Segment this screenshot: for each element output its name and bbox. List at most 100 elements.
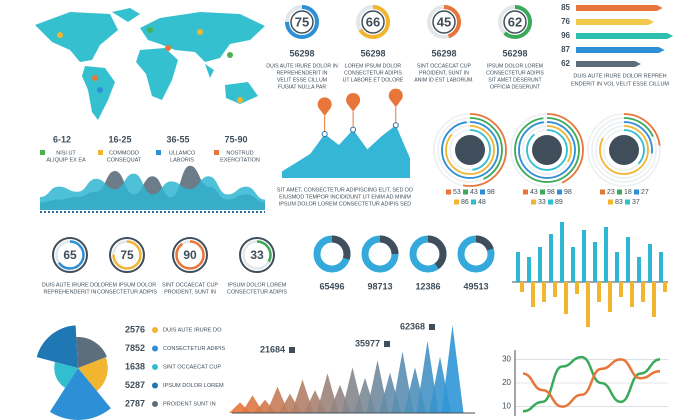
donut-value: 75	[295, 14, 309, 29]
hbar-label: 87	[561, 45, 570, 54]
donut-text: SIT AMET DESERUNT	[488, 77, 542, 83]
ring-legend-swatch	[540, 189, 545, 195]
bar-down	[630, 282, 634, 307]
ring-arc	[514, 117, 580, 183]
ring-value: 55	[539, 142, 556, 159]
seg-number: 98713	[367, 281, 392, 291]
donut-arc	[427, 5, 461, 39]
ring-arc	[433, 113, 507, 187]
hbar	[576, 5, 663, 11]
pin	[346, 92, 361, 112]
bar-up	[648, 244, 652, 282]
legend-text: NOSTRUD	[226, 150, 253, 156]
rose-value: 2787	[125, 398, 145, 408]
bar-down	[641, 282, 645, 302]
donut-inner	[432, 10, 456, 34]
line-series	[522, 358, 661, 408]
bar-down	[597, 282, 601, 302]
donut-outer	[239, 237, 275, 273]
donut-text: LOREM IPSUM DOLOR	[345, 63, 401, 69]
ring-legend-value: 53	[453, 189, 461, 196]
ring-legend-swatch	[548, 199, 553, 205]
ring-legend-swatch	[471, 199, 476, 205]
ring-arc	[599, 125, 649, 175]
rose-dot	[152, 364, 158, 370]
bar-down	[663, 282, 667, 292]
legend-text: EXERCITATION	[220, 157, 260, 163]
ring-legend-value: 27	[641, 189, 649, 196]
ring-arc	[591, 117, 657, 183]
rose-sector	[36, 325, 78, 368]
legend-text: ALIQUIP EX EA	[46, 157, 86, 163]
donut-value: 75	[120, 248, 134, 262]
donut-value: 66	[366, 14, 380, 29]
rose-dot	[152, 382, 158, 389]
seg-number: 12386	[415, 281, 440, 291]
ring-legend-swatch	[463, 189, 468, 195]
bar-down	[619, 282, 623, 297]
ring-legend-value: 83	[615, 199, 623, 206]
bar-up	[604, 227, 608, 282]
ring-legend-value: 48	[478, 199, 486, 206]
peak-text: EIUSMOD TEMPOR INCIDIDUNT UT ENIM AD MIN…	[279, 194, 411, 200]
ring-arc	[603, 129, 645, 171]
rose-value: 1638	[125, 361, 145, 371]
bar-down	[542, 282, 546, 302]
hbar-label: 76	[561, 17, 570, 26]
legend-range: 36-55	[166, 134, 189, 144]
ring-legend-value: 98	[564, 189, 572, 196]
triangle-callout: 21684	[260, 344, 285, 354]
donut-inner	[290, 10, 314, 34]
pin-node	[392, 122, 399, 129]
y-tick-label: 10	[502, 402, 511, 411]
rose-sector	[78, 357, 108, 392]
world-map	[35, 8, 265, 120]
bar-down	[553, 282, 557, 297]
ring-legend-value: 18	[624, 189, 632, 196]
ring-legend-value: 33	[538, 199, 546, 206]
donut-number: 56298	[502, 48, 527, 58]
ring-legend-value: 23	[607, 189, 615, 196]
seg-arc	[457, 235, 495, 273]
hbar-label: 96	[561, 31, 570, 40]
donut-number: 56298	[360, 48, 385, 58]
ring-arc	[518, 121, 576, 179]
legend-text: CONSEQUAT	[107, 157, 142, 163]
legend-range: 16-25	[108, 134, 131, 144]
donut-text: LOREM IPSUM DOLOR	[98, 282, 157, 288]
hbar	[576, 33, 674, 39]
rose-label: SINT OCCAECAT CUP	[163, 364, 221, 370]
line-series	[522, 355, 661, 413]
bar-up	[560, 222, 564, 282]
ring-legend-value: 43	[530, 189, 538, 196]
bar-up	[527, 257, 531, 282]
donut-text: VELIT ESSE CILLUM	[277, 77, 327, 83]
rose-sector	[49, 368, 111, 420]
ring-arc	[587, 113, 661, 187]
rose-label: CONSECTETUR ADIPIS	[163, 346, 225, 352]
legend-swatch	[98, 150, 103, 155]
ring-arc	[449, 129, 491, 171]
seg-number: 65496	[319, 281, 344, 291]
donut-text: DUIS AUTE IRURE DOLOR IN	[266, 63, 338, 69]
donut-text: OFFICIA DESERUNT	[490, 84, 541, 90]
rose-label: PROIDENT SUNT IN	[163, 401, 216, 407]
donut-text: PROIDENT, SUNT IN	[164, 289, 216, 295]
ring-value: 62	[616, 142, 633, 159]
pin-node	[321, 131, 328, 137]
bar-up	[637, 257, 641, 282]
donut-text: CONSECTETUR ADIPIS	[486, 70, 544, 76]
triangle-peak	[291, 379, 314, 413]
hbar-label: 62	[561, 59, 570, 68]
donut-value: 62	[508, 14, 522, 29]
ring-legend-swatch	[617, 189, 622, 195]
y-tick-label: 20	[502, 378, 511, 387]
rose-sector	[76, 337, 107, 368]
bar-up	[516, 252, 520, 282]
hbar-label: 85	[561, 3, 570, 12]
rose-sector	[54, 361, 78, 388]
donut-value: 33	[250, 248, 264, 262]
legend-text: COMMODO	[109, 150, 140, 156]
donut-text: SINT OCCAECAT CUP	[162, 282, 218, 288]
rose-dot	[152, 401, 158, 407]
